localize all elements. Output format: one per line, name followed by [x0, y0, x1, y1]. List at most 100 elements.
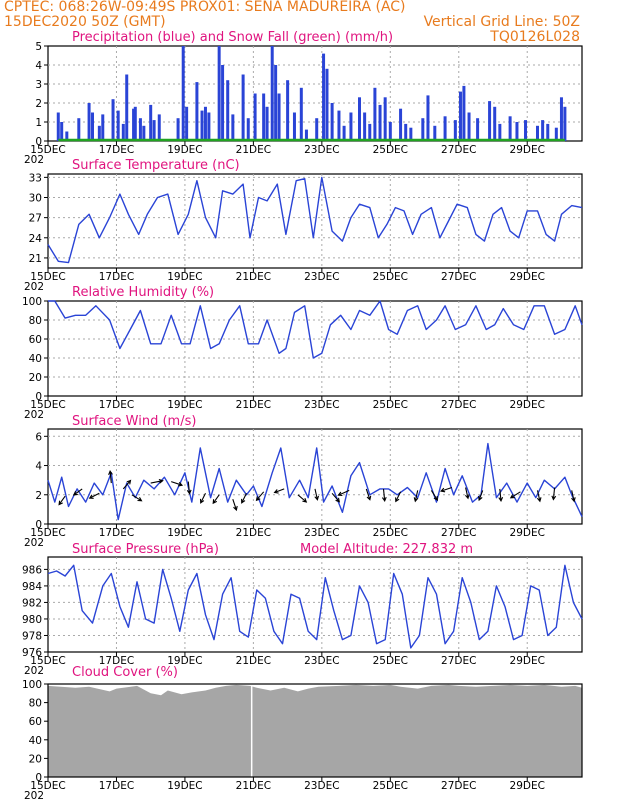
wind-arrow	[536, 490, 542, 503]
precipitation-bar	[221, 65, 225, 141]
wind-line	[47, 442, 583, 521]
precipitation-bar	[185, 106, 189, 141]
precipitation-bar	[515, 122, 519, 141]
wind-arrow	[88, 492, 100, 499]
model-altitude-note: Model Altitude: 227.832 m	[300, 542, 473, 557]
humidity-ytick-label: 0	[35, 391, 42, 403]
wind-title: Surface Wind (m/s)	[72, 414, 196, 429]
precipitation-bar	[554, 127, 558, 141]
temperature-xtick-label: 23DEC	[304, 271, 339, 283]
precipitation-bar	[217, 46, 221, 141]
precipitation-bar	[559, 97, 563, 141]
header-station-line: CPTEC: 068:26W-09:49S PROX01: SENA MADUR…	[4, 0, 406, 15]
wind-arrow	[440, 486, 453, 493]
precipitation-bar	[508, 116, 512, 141]
wind-arrow	[430, 490, 438, 501]
wind-ytick-label: 4	[35, 461, 42, 473]
precipitation-ytick-label: 2	[35, 98, 42, 110]
precipitation-bar	[133, 106, 137, 141]
wind-arrow	[571, 490, 576, 503]
cloud-cover-ytick-label: 80	[29, 698, 42, 710]
temperature-xtick-label: 15DEC	[30, 271, 65, 283]
pressure-xtick-label: 29DEC	[510, 655, 545, 667]
precipitation-bar	[383, 97, 387, 141]
precipitation-bar	[270, 46, 274, 141]
cloud-cover-area	[48, 684, 582, 777]
precipitation-bar	[342, 125, 346, 141]
humidity-xtick-label: 17DEC	[99, 399, 134, 411]
wind-arrow	[498, 488, 504, 503]
precipitation-ytick-label: 0	[35, 136, 42, 148]
panel-temperature: Surface Temperature (nC) 21 24 27 30 33 15DEC…	[24, 158, 583, 293]
pressure-xtick-label: 15DEC	[30, 655, 65, 667]
wind-ytick-label: 2	[35, 490, 42, 502]
panel-humidity: Relative Humidity (%) 0 20 40 60 80 100 15DEC 1…	[22, 285, 583, 421]
cloud-cover-ytick-label: 100	[22, 679, 42, 691]
humidity-ytick-label: 40	[29, 353, 42, 365]
precipitation-bar	[304, 129, 308, 141]
precipitation-bar	[121, 123, 125, 141]
precipitation-bar	[77, 118, 81, 141]
temperature-ytick-label: 24	[29, 233, 43, 245]
humidity-line	[48, 300, 583, 359]
pressure-plot-frame	[47, 556, 583, 653]
pressure-xtick-label: 23DEC	[304, 655, 339, 667]
precipitation-bar	[546, 123, 550, 141]
cloud-cover-xtick-label: 21DEC	[236, 780, 271, 792]
precipitation-xtick-label: 15DEC	[30, 144, 65, 156]
precipitation-xtick-label: 27DEC	[441, 144, 476, 156]
precipitation-bar	[181, 46, 185, 141]
pressure-line	[47, 564, 583, 649]
precipitation-bar	[60, 122, 64, 141]
wind-xtick-label: 29DEC	[510, 527, 545, 539]
wind-arrow	[395, 491, 402, 503]
header-run-time: 15DEC2020 50Z (GMT)	[4, 14, 166, 30]
precipitation-bar	[207, 112, 211, 141]
panel-wind: Surface Wind (m/s) 0 2 4 6 15DEC 17DEC 19DEC 21…	[24, 414, 583, 549]
temperature-year-fragment: 202	[24, 281, 44, 293]
precipitation-bar	[152, 120, 156, 141]
wind-arrow	[478, 490, 484, 502]
precipitation-ytick-label: 3	[35, 79, 42, 91]
pressure-xtick-label: 25DEC	[373, 655, 408, 667]
humidity-ytick-label: 60	[29, 334, 42, 346]
cloud-cover-ytick-label: 40	[29, 735, 42, 747]
wind-xtick-label: 25DEC	[373, 527, 408, 539]
wind-plot-frame	[47, 428, 583, 525]
precipitation-bar	[101, 114, 105, 141]
wind-year-fragment: 202	[24, 537, 44, 549]
wind-arrow	[381, 488, 387, 503]
wind-xtick-label: 19DEC	[167, 527, 202, 539]
wind-arrow	[122, 479, 132, 490]
humidity-xtick-label: 21DEC	[236, 399, 271, 411]
precipitation-ytick-label: 4	[35, 60, 42, 72]
cloud-cover-xtick-label: 27DEC	[441, 780, 476, 792]
pressure-ytick-label: 976	[22, 647, 42, 659]
pressure-xtick-label: 27DEC	[441, 655, 476, 667]
cloud-cover-xtick-label: 15DEC	[30, 780, 65, 792]
wind-arrow	[337, 489, 350, 497]
cloud-cover-plot-frame	[47, 683, 583, 778]
panel-precipitation: Precipitation (blue) and Snow Fall (gree…	[24, 30, 583, 166]
humidity-xtick-label: 19DEC	[167, 399, 202, 411]
pressure-ytick-label: 984	[22, 581, 42, 593]
precipitation-bar	[265, 106, 269, 141]
precipitation-bar	[299, 87, 303, 141]
precipitation-bar	[253, 93, 257, 141]
wind-arrow	[331, 492, 341, 503]
cloud-cover-year-fragment: 202	[24, 790, 44, 800]
humidity-ytick-label: 80	[29, 315, 42, 327]
precipitation-year-fragment: 202	[24, 154, 44, 166]
precipitation-bar	[277, 93, 281, 141]
precipitation-bar	[200, 110, 204, 141]
wind-arrow	[255, 491, 265, 502]
precipitation-bar	[498, 123, 502, 141]
precipitation-bar	[493, 106, 497, 141]
temperature-ytick-label: 21	[29, 253, 42, 265]
pressure-ytick-label: 982	[22, 597, 42, 609]
wind-xtick-label: 27DEC	[441, 527, 476, 539]
wind-arrow	[413, 490, 419, 503]
wind-arrow	[297, 494, 308, 503]
precipitation-bar	[453, 120, 457, 141]
precipitation-bar	[399, 108, 403, 141]
